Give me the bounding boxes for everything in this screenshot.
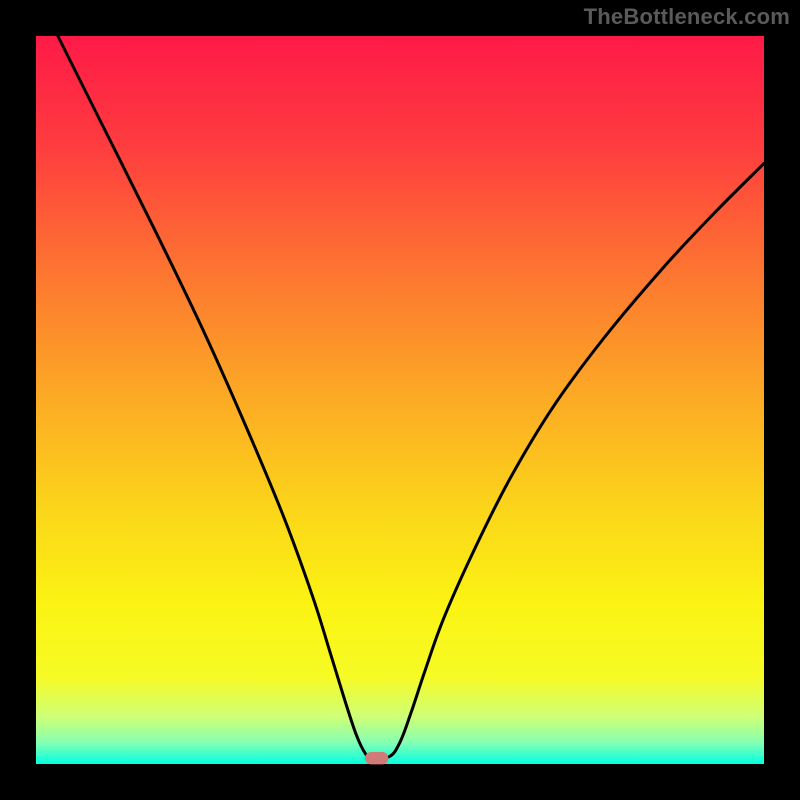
chart-container: TheBottleneck.com [0, 0, 800, 800]
watermark-text: TheBottleneck.com [584, 4, 790, 30]
bottleneck-curve-chart [0, 0, 800, 800]
optimal-point-marker [365, 752, 388, 764]
plot-background [36, 36, 764, 764]
